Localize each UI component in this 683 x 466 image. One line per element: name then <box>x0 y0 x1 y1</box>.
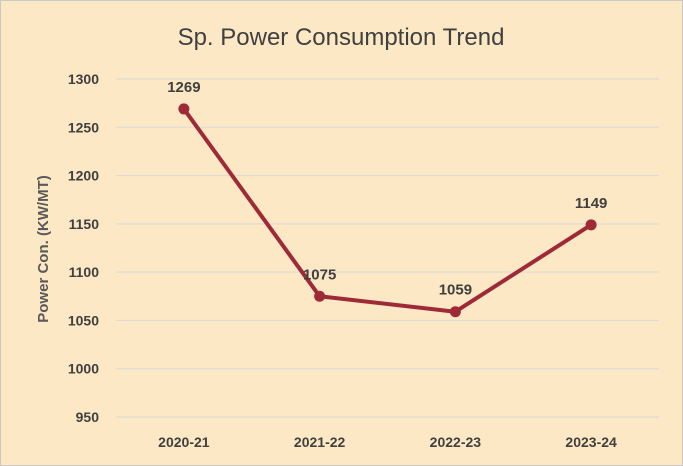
x-tick-label: 2020-21 <box>158 434 210 450</box>
data-label: 1059 <box>439 282 472 299</box>
y-tick-label: 1100 <box>69 264 100 280</box>
data-label: 1269 <box>167 79 200 96</box>
x-tick-label: 2021-22 <box>294 434 346 450</box>
x-tick-label: 2023-24 <box>565 434 617 450</box>
series-line <box>182 107 593 314</box>
data-points <box>178 103 597 318</box>
data-point <box>314 290 326 302</box>
data-point <box>585 219 597 231</box>
y-axis-title: Power Con. (KW/MT) <box>35 175 52 322</box>
y-tick-label: 950 <box>76 409 100 425</box>
y-tick-label: 1150 <box>69 216 100 232</box>
x-axis-ticks: 2020-21 2021-22 2022-23 2023-24 <box>158 434 617 450</box>
y-tick-label: 1000 <box>68 361 99 377</box>
data-label: 1075 <box>303 266 336 283</box>
series-line-group <box>182 107 593 314</box>
y-tick-label: 1050 <box>68 312 99 328</box>
data-point <box>449 306 461 318</box>
chart-title: Sp. Power Consumption Trend <box>178 24 505 51</box>
data-labels: 1269 1075 1059 1149 <box>167 79 607 299</box>
data-point <box>178 103 190 115</box>
data-label: 1149 <box>575 195 608 212</box>
x-tick-label: 2022-23 <box>430 434 482 450</box>
gridlines <box>116 78 659 418</box>
y-axis-ticks: 950 1000 1050 1100 1150 1200 1250 1300 <box>68 71 99 425</box>
y-tick-label: 1250 <box>68 119 99 135</box>
y-tick-label: 1300 <box>68 71 99 87</box>
y-tick-label: 1200 <box>68 168 99 184</box>
